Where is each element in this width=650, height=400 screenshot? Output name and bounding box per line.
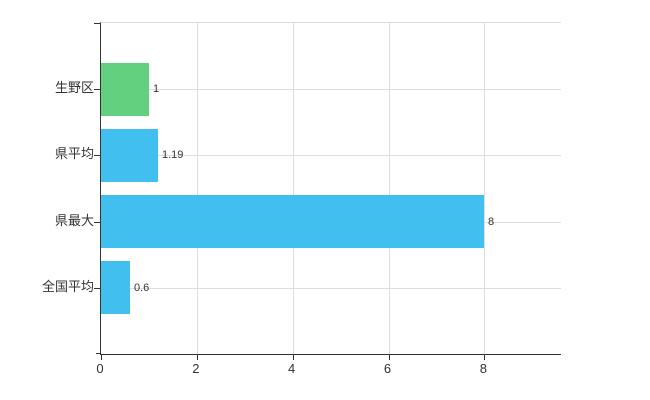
plot-area: 1 1.19 8 0.6 xyxy=(94,22,561,360)
gridline-vertical xyxy=(196,23,198,354)
y-axis-tick xyxy=(94,288,100,289)
x-axis-left-extension xyxy=(96,353,101,354)
gridline-horizontal xyxy=(101,155,561,156)
y-axis-tick xyxy=(94,155,100,156)
gridline-vertical xyxy=(388,23,390,354)
bar xyxy=(101,63,149,116)
x-axis-tick xyxy=(196,355,198,360)
y-axis-tick xyxy=(94,222,100,223)
x-axis-tick xyxy=(484,355,486,360)
x-axis-tick xyxy=(101,355,102,360)
x-axis-tick xyxy=(388,355,390,360)
bar-value-label: 8 xyxy=(488,216,495,228)
bar xyxy=(101,261,130,314)
category-label: 生野区 xyxy=(54,80,94,95)
x-tick-label: 6 xyxy=(383,361,392,376)
bar xyxy=(101,195,484,248)
x-tick-label: 2 xyxy=(192,361,200,376)
x-tick-label: 0 xyxy=(96,361,104,376)
gridline-horizontal xyxy=(101,89,561,90)
bar xyxy=(101,129,158,182)
x-tick-label: 4 xyxy=(288,361,296,376)
gridline-horizontal xyxy=(101,288,561,289)
gridline-vertical xyxy=(292,23,294,354)
bar-value-label: 1 xyxy=(153,83,160,95)
bar-value-label: 1.19 xyxy=(162,149,184,161)
gridline-vertical xyxy=(484,23,486,354)
x-axis-tick xyxy=(292,355,294,360)
bar-value-label: 0.6 xyxy=(134,282,150,294)
category-label: 県最大 xyxy=(54,213,94,228)
category-label: 全国平均 xyxy=(41,279,94,294)
y-axis-tick xyxy=(94,89,100,90)
category-label: 県平均 xyxy=(54,146,94,161)
x-tick-label: 8 xyxy=(479,361,487,376)
y-axis-tick xyxy=(94,23,100,24)
